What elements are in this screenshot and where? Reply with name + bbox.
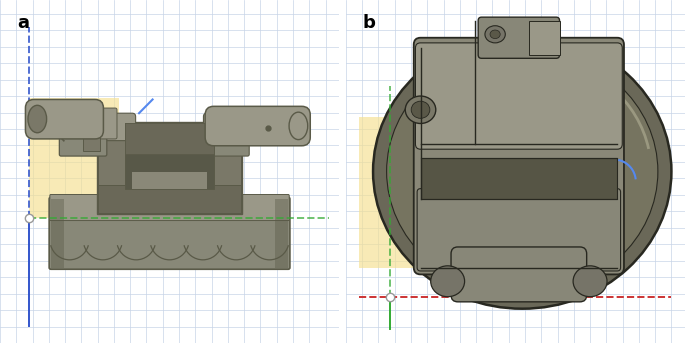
Ellipse shape — [431, 266, 464, 297]
Ellipse shape — [406, 96, 436, 123]
Bar — [275, 199, 288, 268]
Bar — [99, 123, 132, 213]
FancyBboxPatch shape — [212, 125, 249, 156]
FancyBboxPatch shape — [529, 21, 560, 55]
Ellipse shape — [386, 48, 658, 295]
FancyBboxPatch shape — [415, 43, 622, 149]
Ellipse shape — [573, 266, 607, 297]
Bar — [207, 123, 240, 213]
FancyBboxPatch shape — [478, 17, 560, 58]
FancyBboxPatch shape — [97, 108, 117, 139]
Text: a: a — [17, 14, 29, 32]
FancyBboxPatch shape — [414, 38, 624, 274]
Ellipse shape — [289, 112, 308, 140]
Bar — [83, 127, 100, 151]
Ellipse shape — [411, 101, 430, 118]
FancyBboxPatch shape — [97, 122, 242, 214]
FancyBboxPatch shape — [205, 106, 310, 146]
FancyBboxPatch shape — [451, 247, 586, 302]
FancyBboxPatch shape — [203, 113, 244, 141]
FancyBboxPatch shape — [95, 113, 136, 141]
Bar — [125, 123, 214, 154]
Ellipse shape — [28, 105, 47, 133]
Bar — [360, 117, 468, 268]
Bar — [99, 185, 240, 213]
Ellipse shape — [490, 30, 500, 39]
FancyBboxPatch shape — [25, 99, 103, 139]
FancyBboxPatch shape — [60, 118, 107, 156]
FancyBboxPatch shape — [50, 194, 289, 221]
Ellipse shape — [485, 26, 506, 43]
Bar — [51, 199, 64, 268]
Bar — [125, 123, 214, 189]
Bar — [421, 158, 617, 199]
Text: b: b — [363, 14, 376, 32]
FancyBboxPatch shape — [49, 197, 290, 269]
FancyBboxPatch shape — [417, 189, 621, 271]
Ellipse shape — [373, 34, 671, 309]
Bar — [29, 98, 119, 218]
Bar — [132, 172, 207, 189]
